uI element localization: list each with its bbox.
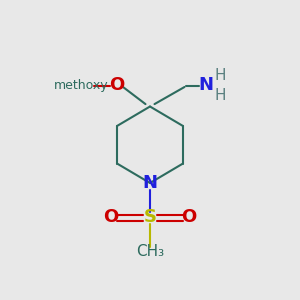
Text: O: O bbox=[103, 208, 118, 226]
Text: N: N bbox=[142, 174, 158, 192]
Text: S: S bbox=[143, 208, 157, 226]
Text: H: H bbox=[215, 88, 226, 104]
Text: CH₃: CH₃ bbox=[136, 244, 164, 260]
Text: H: H bbox=[215, 68, 226, 82]
Text: O: O bbox=[182, 208, 196, 226]
Text: O: O bbox=[110, 76, 124, 94]
Text: methoxy: methoxy bbox=[54, 79, 108, 92]
Text: N: N bbox=[198, 76, 213, 94]
